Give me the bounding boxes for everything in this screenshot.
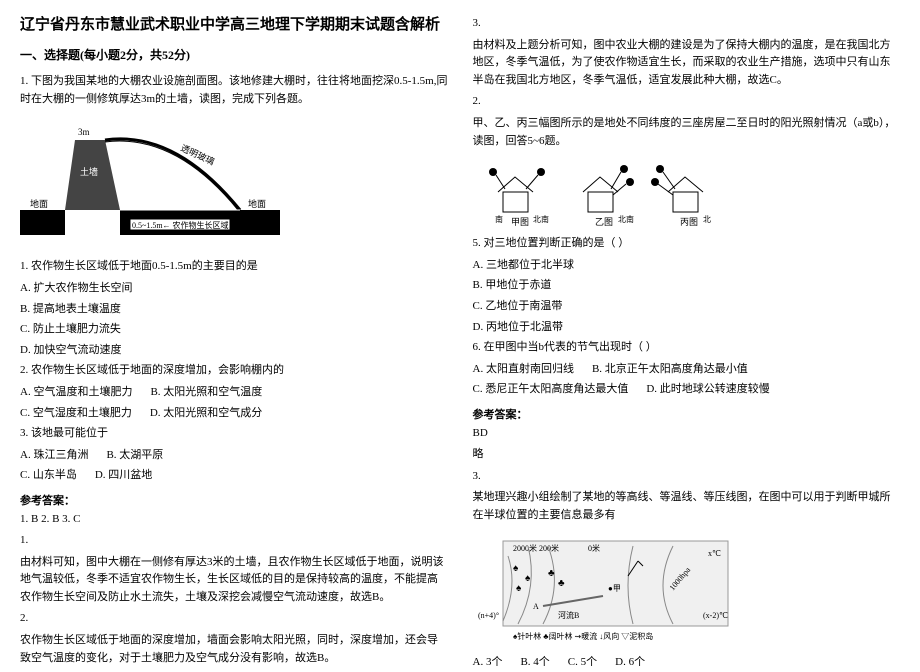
q3-c: C. 5个 bbox=[568, 654, 597, 672]
q3-d: D. 6个 bbox=[615, 654, 645, 672]
q1-sub3: 3. 该地最可能位于 bbox=[20, 425, 448, 443]
q1-sub2: 2. 农作物生长区域低于地面的深度增加，会影响棚内的 bbox=[20, 362, 448, 380]
svg-text:(x-2)℃: (x-2)℃ bbox=[703, 611, 728, 620]
q6-a: A. 太阳直射南回归线 bbox=[473, 361, 574, 379]
answer-header: 参考答案： bbox=[20, 493, 448, 511]
svg-text:(n+4)°: (n+4)° bbox=[478, 611, 499, 620]
svg-text:河流B: 河流B bbox=[558, 610, 579, 620]
svg-text:♠: ♠ bbox=[525, 573, 531, 584]
exp1-label: 1. bbox=[20, 532, 448, 550]
q1-stem: 1. 下图为我国某地的大棚农业设施剖面图。该地修建大棚时，往往将地面挖深0.5-… bbox=[20, 73, 448, 108]
q2-label: 2. bbox=[473, 93, 901, 111]
svg-text:♠针叶林 ♣阔叶林 ⇝暖流 ↓风向 ▽泥积岛: ♠针叶林 ♣阔叶林 ⇝暖流 ↓风向 ▽泥积岛 bbox=[513, 631, 653, 641]
svg-text:北: 北 bbox=[703, 215, 711, 224]
answer-header2: 参考答案： bbox=[473, 407, 901, 425]
q5-c: C. 乙地位于南温带 bbox=[473, 298, 901, 316]
q1-sub1-a: A. 扩大农作物生长空间 bbox=[20, 280, 448, 298]
q1-sub1-b: B. 提高地表土壤温度 bbox=[20, 301, 448, 319]
svg-text:●甲: ●甲 bbox=[608, 584, 621, 593]
label-bing: 丙图 bbox=[680, 217, 698, 227]
q3-b: B. 4个 bbox=[520, 654, 549, 672]
q1-sub2-a: A. 空气温度和土壤肥力 bbox=[20, 384, 132, 402]
svg-text:♠: ♠ bbox=[513, 563, 519, 574]
q3-stem: 某地理兴趣小组绘制了某地的等高线、等温线、等压线图，在图中可以用于判断甲城所在半… bbox=[473, 489, 901, 524]
label-jia: 甲图 bbox=[511, 217, 529, 227]
exp3-label: 3. bbox=[473, 15, 901, 33]
q5: 5. 对三地位置判断正确的是（ ） bbox=[473, 235, 901, 253]
label-yi: 乙图 bbox=[595, 217, 613, 227]
svg-text:♣: ♣ bbox=[548, 568, 555, 579]
exp2-label: 2. bbox=[20, 610, 448, 628]
q2-stem: 甲、乙、丙三幅图所示的是地处不同纬度的三座房屋二至日时的阳光照射情况（a或b），… bbox=[473, 115, 901, 150]
exp3: 由材料及上题分析可知，图中农业大棚的建设是为了保持大棚内的温度，是在我国北方地区… bbox=[473, 37, 901, 90]
q1-sub3-b: B. 太湖平原 bbox=[106, 447, 163, 465]
q1-sub3-c: C. 山东半岛 bbox=[20, 467, 77, 485]
q1-sub1-d: D. 加快空气流动速度 bbox=[20, 342, 448, 360]
q3-label: 3. bbox=[473, 468, 901, 486]
label-ground-left: 地面 bbox=[30, 198, 48, 209]
q6-b: B. 北京正午太阳高度角达最小值 bbox=[592, 361, 748, 379]
q1-sub1-c: C. 防止土壤肥力流失 bbox=[20, 321, 448, 339]
exp1: 由材料可知，图中大棚在一侧修有厚达3米的土墙，且农作物生长区域低于地面，说明该地… bbox=[20, 554, 448, 607]
q2-answer: BD bbox=[473, 425, 901, 443]
q2-note: 略 bbox=[473, 446, 901, 464]
exam-title: 辽宁省丹东市慧业武术职业中学高三地理下学期期末试题含解析 bbox=[20, 15, 448, 36]
q1-sub3-a: A. 珠江三角洲 bbox=[20, 447, 88, 465]
q1-sub2-d: D. 太阳光照和空气成分 bbox=[150, 405, 262, 423]
q1-sub2-b: B. 太阳光照和空气温度 bbox=[150, 384, 262, 402]
q3-a: A. 3个 bbox=[473, 654, 503, 672]
svg-text:北南: 北南 bbox=[618, 214, 634, 224]
label-3m: 3m bbox=[78, 127, 90, 137]
q6: 6. 在甲图中当b代表的节气出现时（ ） bbox=[473, 339, 901, 357]
figure1: 3m 土墙 透明玻璃 地面 地面 0.5~1.5m← 农作物生长区域 bbox=[20, 120, 448, 250]
svg-text:2000米 200米: 2000米 200米 bbox=[513, 543, 559, 553]
svg-text:0米: 0米 bbox=[588, 543, 600, 553]
q5-b: B. 甲地位于赤道 bbox=[473, 277, 901, 295]
label-depth-zone: 0.5~1.5m← 农作物生长区域 bbox=[132, 220, 229, 230]
q1-sub2-c: C. 空气湿度和土壤肥力 bbox=[20, 405, 132, 423]
q5-d: D. 丙地位于北温带 bbox=[473, 319, 901, 337]
q1-sub3-d: D. 四川盆地 bbox=[95, 467, 152, 485]
label-wall: 土墙 bbox=[80, 166, 98, 177]
svg-text:♣: ♣ bbox=[558, 578, 565, 589]
q5-a: A. 三地都位于北半球 bbox=[473, 257, 901, 275]
q6-d: D. 此时地球公转速度较慢 bbox=[646, 381, 769, 399]
exp2: 农作物生长区域低于地面的深度增加，墙面会影响太阳光照，同时，深度增加，还会导致空… bbox=[20, 632, 448, 667]
svg-text:北南: 北南 bbox=[533, 214, 549, 224]
svg-text:x℃: x℃ bbox=[708, 549, 721, 558]
q1-answer: 1. B 2. B 3. C bbox=[20, 511, 448, 529]
left-column: 辽宁省丹东市慧业武术职业中学高三地理下学期期末试题含解析 一、选择题(每小题2分… bbox=[20, 15, 448, 636]
svg-text:♠: ♠ bbox=[516, 583, 522, 594]
svg-text:A: A bbox=[533, 602, 539, 611]
q6-c: C. 悉尼正午太阳高度角达最大值 bbox=[473, 381, 629, 399]
right-column: 3. 由材料及上题分析可知，图中农业大棚的建设是为了保持大棚内的温度，是在我国北… bbox=[473, 15, 901, 636]
svg-text:南: 南 bbox=[495, 214, 503, 224]
section-header: 一、选择题(每小题2分，共52分) bbox=[20, 46, 448, 65]
q1-sub1: 1. 农作物生长区域低于地面0.5-1.5m的主要目的是 bbox=[20, 258, 448, 276]
label-ground-right: 地面 bbox=[248, 198, 266, 209]
figure3: 2000米 200米 0米 ♠ ♠ ♠ ♣ ♣ A 河流B ●甲 x℃ 1000… bbox=[473, 536, 901, 646]
figure2: 南 北南 甲图 北南 乙图 bbox=[473, 162, 901, 227]
